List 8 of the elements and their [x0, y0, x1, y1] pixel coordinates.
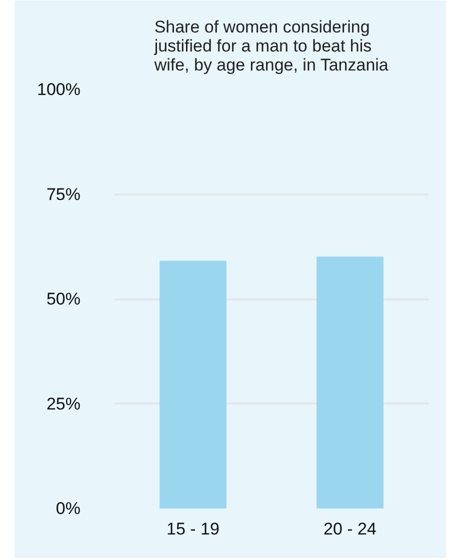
y-tick-label: 75%	[46, 184, 81, 204]
y-tick-label: 100%	[37, 80, 81, 99]
x-tick-label: 15 - 19	[166, 520, 220, 538]
chart-title: Share of women considering justified for a man to beat his wife, by age range, in Tanzania	[153, 18, 389, 74]
y-tick-label: 50%	[46, 290, 81, 308]
y-tick-label: 0%	[56, 499, 81, 518]
x-tick-label: 20 - 24	[324, 520, 376, 538]
y-tick-label: 25%	[46, 394, 81, 414]
